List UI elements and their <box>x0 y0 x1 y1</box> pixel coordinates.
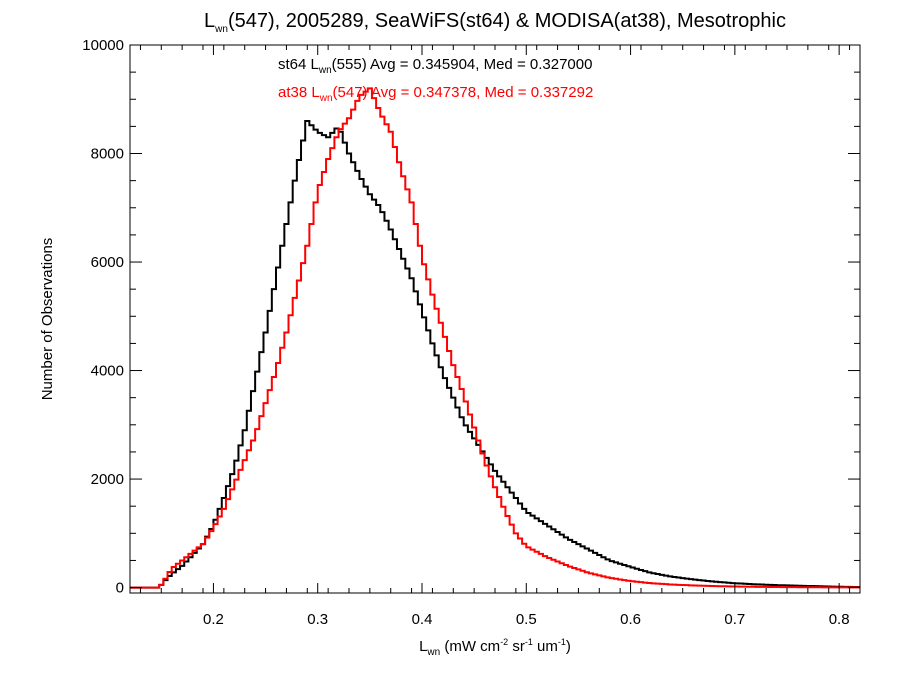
series-layer <box>130 87 860 589</box>
x-tick-label: 0.8 <box>829 611 850 628</box>
x-tick-label: 0.2 <box>203 611 224 628</box>
series-1-histogram <box>130 87 860 589</box>
y-tick-label: 8000 <box>91 146 124 163</box>
plot-area <box>129 44 861 594</box>
x-tick-label: 0.7 <box>724 611 745 628</box>
series-0-histogram <box>130 119 860 589</box>
y-tick-label: 0 <box>116 580 124 597</box>
x-tick-label: 0.6 <box>620 611 641 628</box>
y-axis: 0 2000 4000 6000 8000 10000 <box>82 37 860 597</box>
y-tick-label: 4000 <box>91 363 124 380</box>
y-tick-label: 10000 <box>82 37 124 54</box>
y-tick-label: 2000 <box>91 471 124 488</box>
x-tick-label: 0.3 <box>307 611 328 628</box>
y-tick-label: 6000 <box>91 254 124 271</box>
x-tick-label: 0.4 <box>412 611 433 628</box>
annotation-at38: at38 Lwn(547) Avg = 0.347378, Med = 0.33… <box>278 84 593 104</box>
annotation-st64: st64 Lwn(555) Avg = 0.345904, Med = 0.32… <box>278 56 592 76</box>
plot-frame <box>129 44 861 594</box>
x-axis-label: Lwn (mW cm-2 sr-1 um-1) <box>419 637 571 658</box>
annotation-block: st64 Lwn(555) Avg = 0.345904, Med = 0.32… <box>278 56 593 104</box>
chart-title: Lwn(547), 2005289, SeaWiFS(st64) & MODIS… <box>204 10 786 35</box>
x-axis: 0.2 0.3 0.4 0.5 0.6 0.7 0.8 <box>139 45 851 628</box>
y-axis-label: Number of Observations <box>39 238 56 401</box>
x-tick-label: 0.5 <box>516 611 537 628</box>
